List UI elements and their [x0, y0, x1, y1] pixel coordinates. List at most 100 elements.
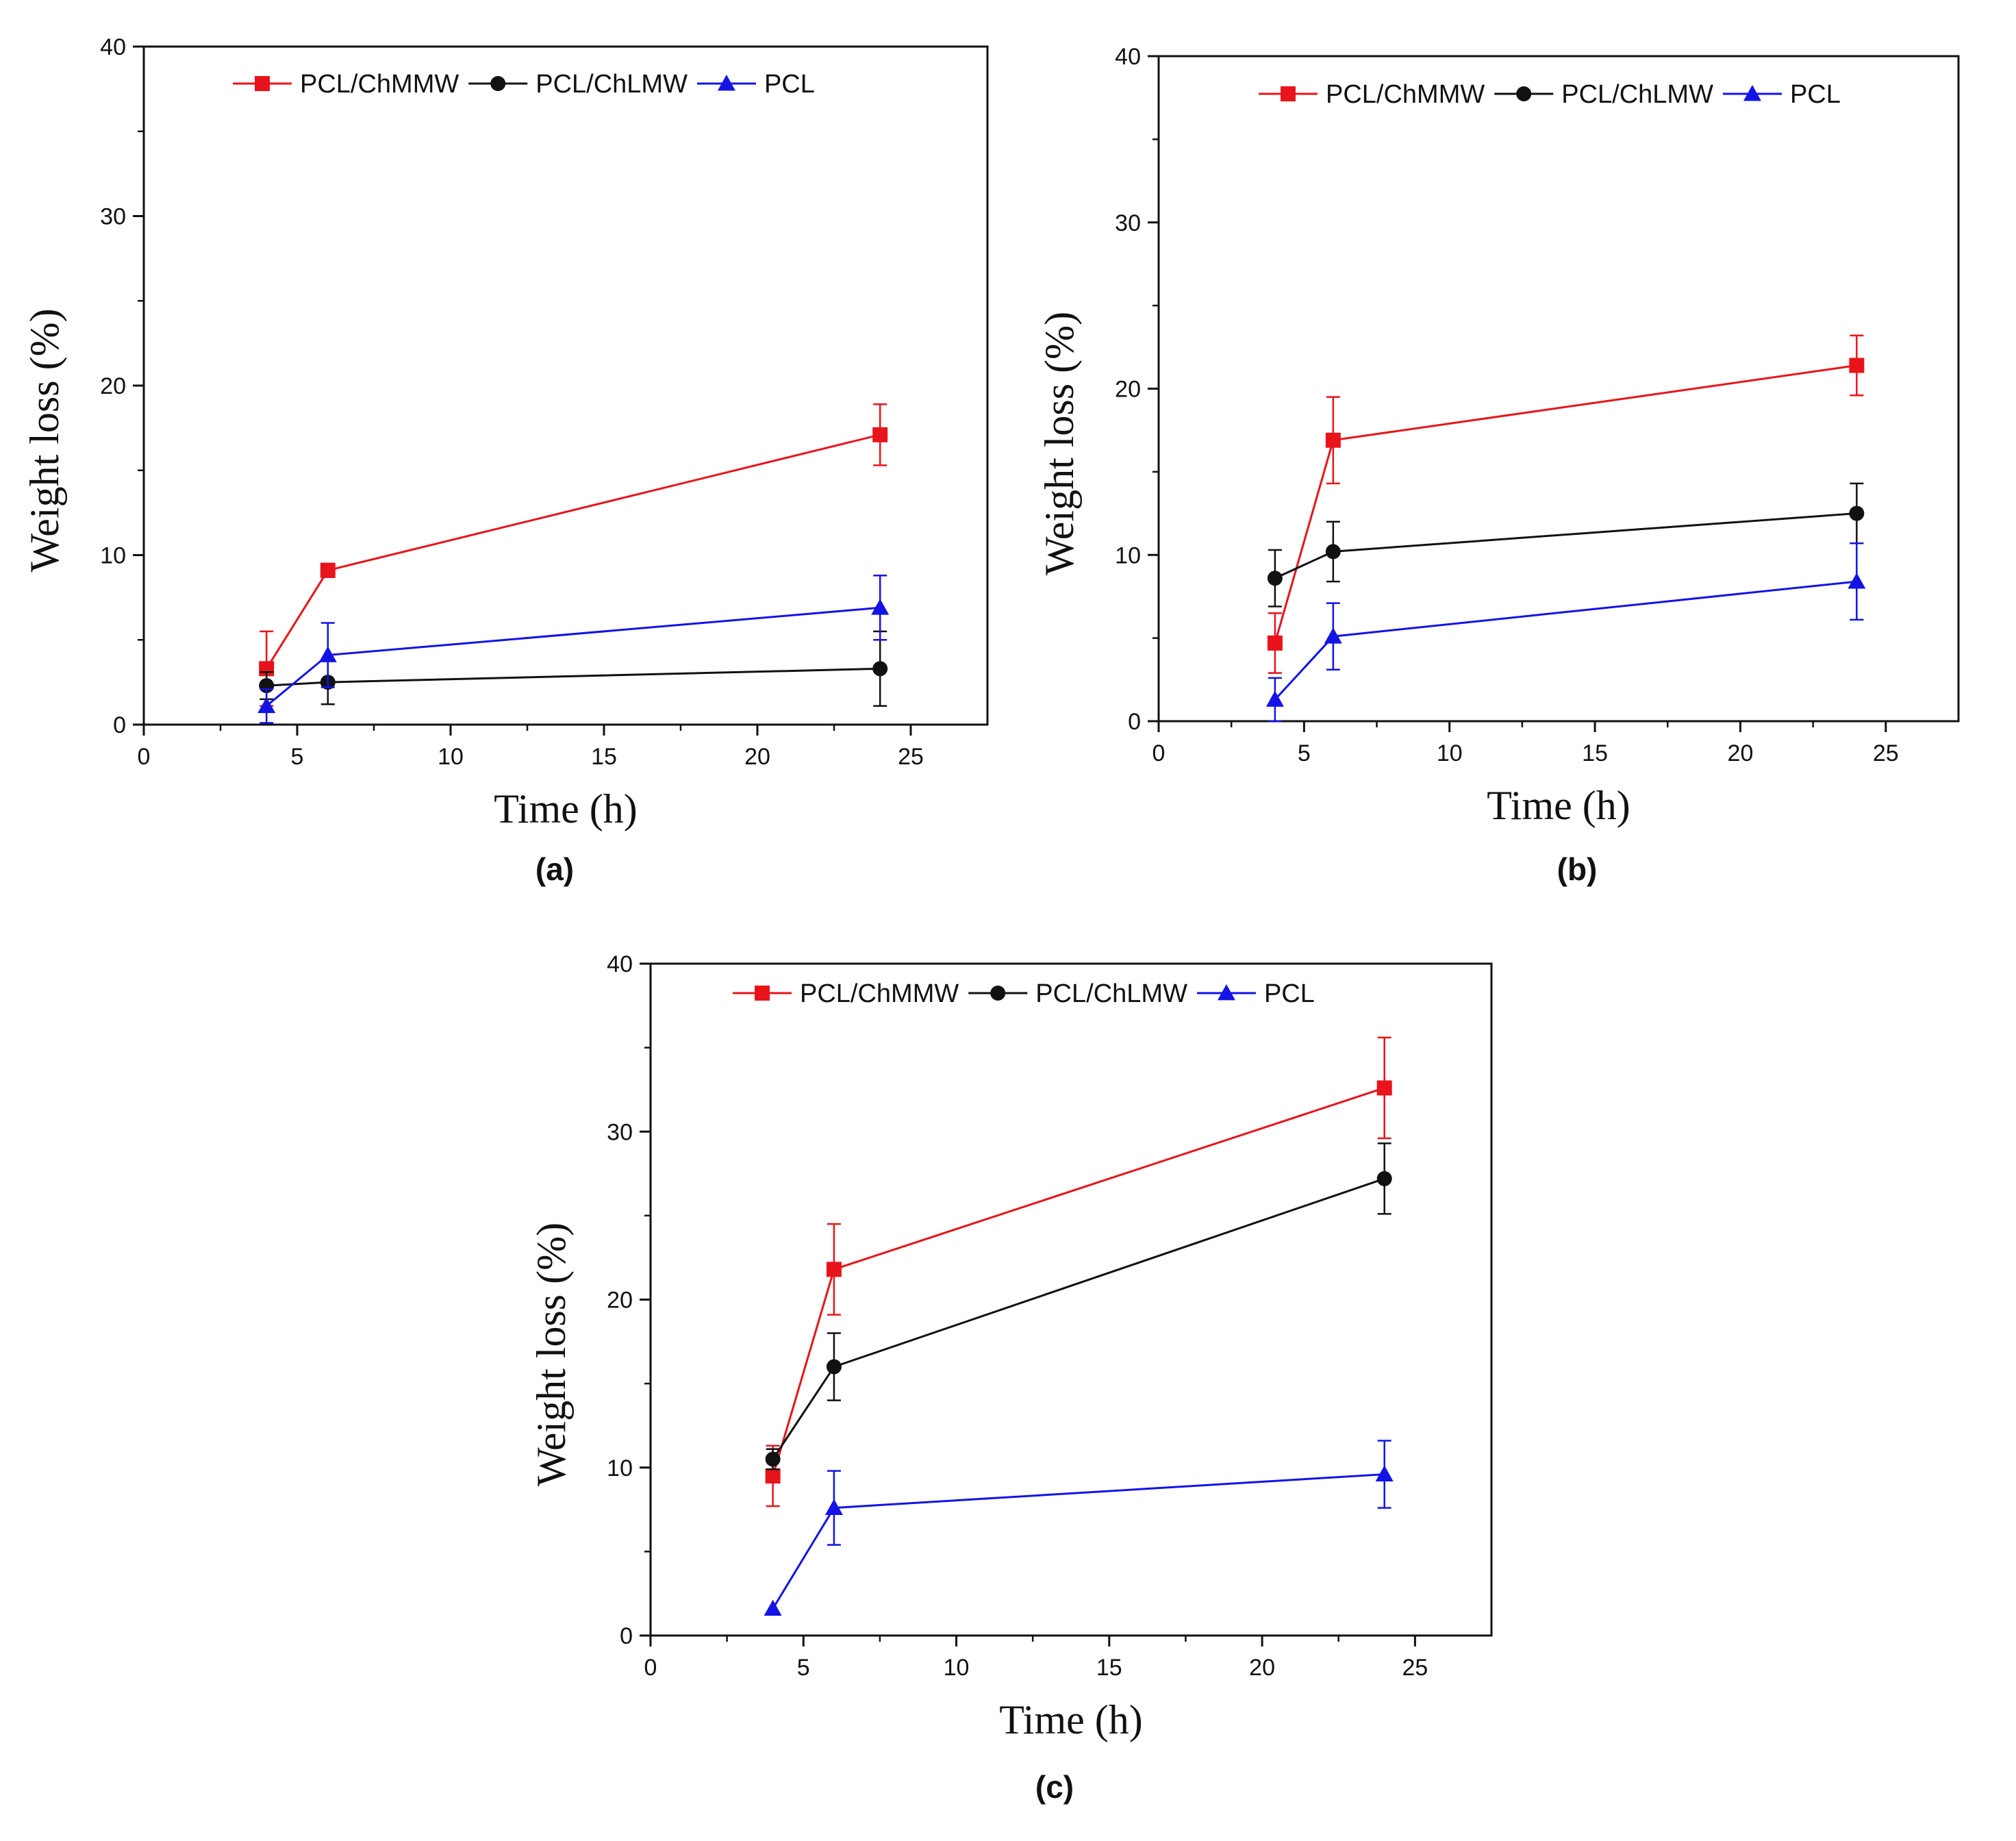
data-point [765, 1451, 781, 1467]
legend-marker [255, 76, 270, 91]
series-line [266, 667, 881, 687]
x-tick-label: 20 [1728, 740, 1754, 766]
y-tick-label: 40 [1115, 44, 1141, 70]
legend-label: PCL/ChLMW [536, 70, 688, 99]
legend-label: PCL/ChMMW [1326, 80, 1485, 109]
data-point [1849, 358, 1865, 373]
legend-marker [717, 75, 735, 91]
legend-label: PCL/ChMMW [800, 979, 959, 1008]
chart-panel-2: 0 5 10 15 20 25 0 10 20 30 40 Time (h) Weight loss (… [1037, 44, 1960, 887]
data-point [318, 646, 337, 662]
y-tick-label: 0 [113, 712, 126, 738]
series-line [772, 1177, 1385, 1460]
plot-frame [649, 962, 1493, 1637]
data-point [871, 599, 890, 615]
panel-label: (c) [1035, 1769, 1074, 1805]
x-tick-label: 20 [744, 744, 770, 770]
y-tick-label: 30 [100, 204, 126, 230]
x-tick-label: 5 [291, 744, 304, 770]
data-point [824, 1499, 843, 1516]
legend: PCL/ChMMW PCL/ChLMW PCL [233, 70, 815, 99]
data-point [764, 1599, 782, 1616]
panel-label: (a) [536, 851, 574, 887]
series-pcl-chlmw [765, 1142, 1392, 1470]
chart-panel-3: 0 5 10 15 20 25 0 10 20 30 40 Time (h) Weight loss (… [529, 951, 1493, 1805]
legend-marker [1281, 86, 1296, 101]
legend-label: PCL/ChMMW [300, 70, 459, 99]
data-point [1267, 571, 1283, 586]
y-axis-title: Weight loss (%) [1037, 312, 1082, 575]
x-tick-label: 10 [944, 1655, 970, 1681]
legend-label: PCL [1264, 979, 1315, 1008]
data-point [872, 661, 888, 677]
data-point [1325, 432, 1341, 448]
y-tick-label: 10 [100, 543, 126, 569]
data-point [1376, 1080, 1392, 1096]
y-tick-label: 30 [607, 1119, 633, 1145]
data-point [826, 1262, 842, 1277]
x-tick-label: 15 [1096, 1655, 1122, 1681]
y-tick-label: 20 [1115, 377, 1141, 403]
series-pcl [1265, 542, 1866, 723]
data-point [872, 427, 888, 442]
x-tick-label: 15 [1582, 740, 1608, 766]
data-point [826, 1359, 842, 1375]
data-point [765, 1468, 781, 1484]
x-tick-label: 25 [1402, 1655, 1428, 1681]
legend-marker [755, 986, 770, 1001]
series-pcl-chmmw [259, 403, 888, 707]
y-axis-title: Weight loss (%) [529, 1223, 574, 1486]
legend-marker [1217, 984, 1235, 1001]
legend-marker [1743, 85, 1761, 101]
y-tick-label: 30 [1115, 210, 1141, 236]
x-tick-label: 25 [898, 744, 924, 770]
x-tick-label: 5 [1298, 740, 1311, 766]
data-point [1376, 1170, 1392, 1186]
data-point [257, 697, 276, 714]
panel-label: (b) [1557, 851, 1598, 887]
x-tick-label: 10 [1437, 740, 1463, 766]
legend-marker [490, 76, 506, 91]
y-tick-label: 40 [100, 34, 126, 60]
x-tick-label: 0 [644, 1655, 657, 1681]
y-tick-label: 10 [1115, 542, 1141, 568]
series-line [1274, 512, 1857, 579]
x-tick-label: 5 [797, 1655, 810, 1681]
y-tick-label: 0 [1128, 709, 1141, 735]
legend-label: PCL/ChLMW [1035, 979, 1187, 1008]
y-tick-label: 20 [100, 373, 126, 399]
chart-panel-1: 0 5 10 15 20 25 0 10 20 30 40 Time (h) Weight loss (… [22, 34, 989, 887]
y-axis-title: Weight loss (%) [22, 308, 67, 572]
data-point [1267, 635, 1283, 651]
series-pcl-chmmw [1267, 334, 1865, 674]
y-tick-label: 10 [607, 1455, 633, 1481]
series-line [772, 1087, 1385, 1477]
series-pcl-chlmw [1267, 482, 1865, 608]
legend-label: PCL [1790, 80, 1841, 109]
series-pcl [764, 1440, 1394, 1616]
series-line [266, 606, 881, 707]
data-point [320, 562, 336, 578]
data-point [1849, 505, 1865, 521]
data-point [1325, 544, 1341, 560]
legend-marker [990, 986, 1006, 1001]
legend-label: PCL/ChLMW [1561, 80, 1713, 109]
plot-frame [1157, 55, 1960, 723]
y-tick-label: 20 [607, 1288, 633, 1314]
x-tick-label: 15 [591, 744, 617, 770]
x-tick-label: 10 [438, 744, 464, 770]
y-tick-label: 40 [607, 951, 633, 977]
legend: PCL/ChMMW PCL/ChLMW PCL [733, 979, 1315, 1008]
data-point [1324, 627, 1342, 644]
series-line [1274, 364, 1857, 644]
series-line [772, 1473, 1385, 1610]
legend-marker [1516, 86, 1532, 101]
x-tick-label: 20 [1249, 1655, 1275, 1681]
legend: PCL/ChMMW PCL/ChLMW PCL [1259, 80, 1841, 109]
x-tick-label: 0 [138, 744, 151, 770]
data-point [1265, 690, 1284, 707]
data-point [1848, 573, 1866, 589]
x-axis-title: Time (h) [494, 786, 637, 831]
